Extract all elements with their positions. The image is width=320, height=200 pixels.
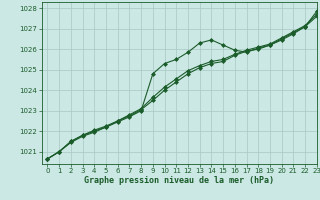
X-axis label: Graphe pression niveau de la mer (hPa): Graphe pression niveau de la mer (hPa) — [84, 176, 274, 185]
